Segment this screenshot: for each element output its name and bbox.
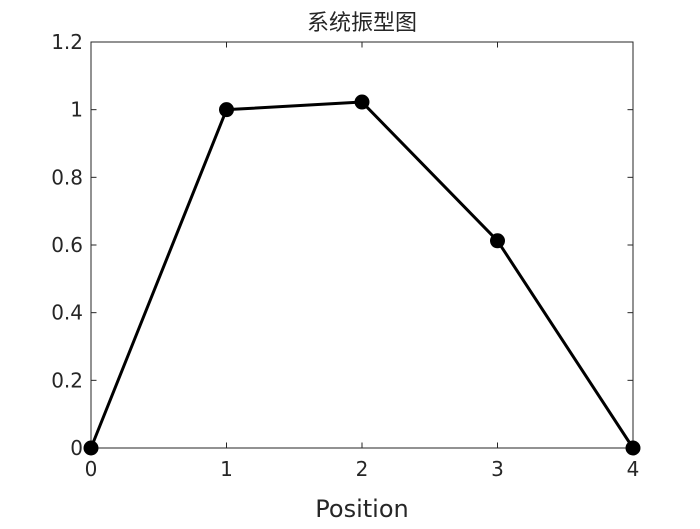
x-tick-label: 4 [627, 457, 640, 481]
y-tick-label: 0.8 [51, 165, 83, 189]
plot-area [91, 42, 633, 448]
data-point [219, 102, 234, 118]
x-axis-label: Position [315, 495, 408, 523]
chart-title: 系统振型图 [307, 11, 417, 36]
y-tick-label: 1.2 [51, 30, 83, 54]
data-point [490, 233, 505, 249]
y-tick-label: 1 [70, 98, 83, 122]
data-point [83, 440, 99, 456]
y-tick-label: 0 [70, 436, 83, 460]
x-tick-label: 0 [85, 457, 98, 481]
data-series [83, 94, 641, 456]
y-tick-label: 0.6 [51, 233, 83, 257]
y-tick-label: 0.4 [51, 301, 83, 325]
data-point [625, 440, 641, 456]
axis-ticks: 0 1 2 3 4 0 0.2 0.4 0.6 0.8 1 1.2 [51, 30, 639, 481]
y-tick-label: 0.2 [51, 368, 83, 392]
x-tick-label: 3 [491, 457, 504, 481]
x-tick-label: 2 [356, 457, 369, 481]
x-tick-label: 1 [220, 457, 233, 481]
data-point [354, 94, 370, 110]
